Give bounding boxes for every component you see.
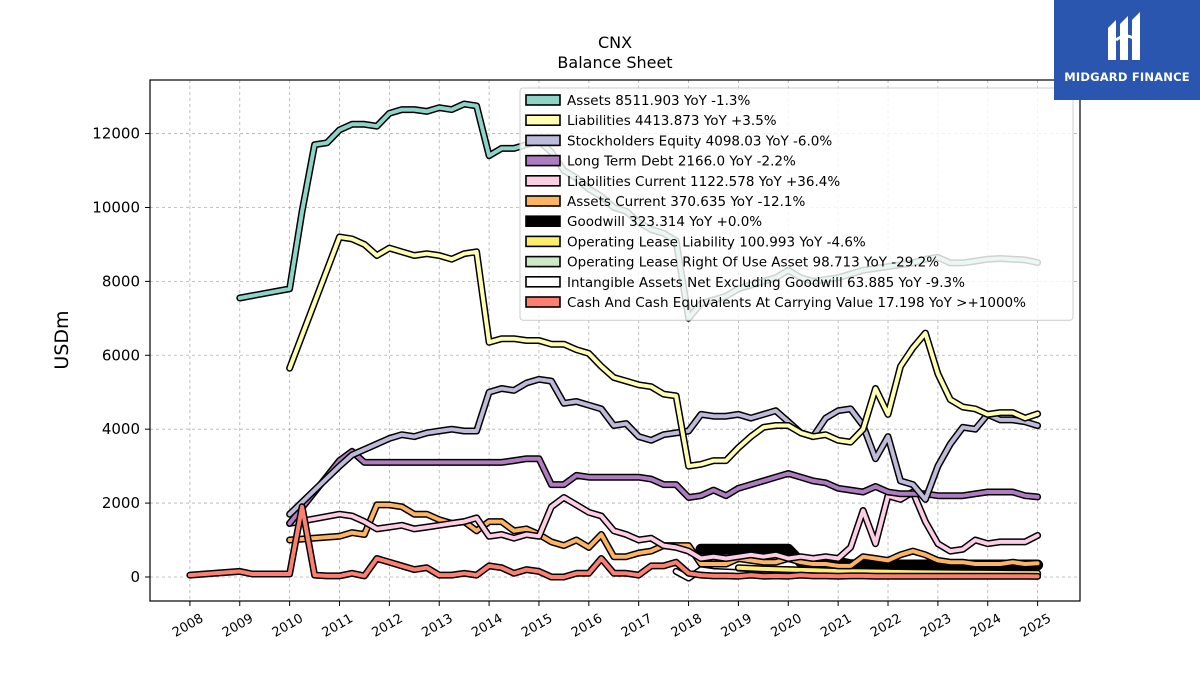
legend-swatch — [525, 134, 561, 147]
y-tick-label: 0 — [130, 568, 140, 586]
legend-swatch — [525, 114, 561, 126]
series-line — [287, 235, 1040, 469]
legend-box — [519, 87, 1074, 321]
legend-entry: Liabilities Current 1122.578 YoY +36.4% — [567, 174, 840, 190]
y-tick-label: 12000 — [92, 125, 140, 143]
legend-swatch — [525, 94, 561, 106]
series-line — [187, 504, 1040, 579]
legend-entry: Long Term Debt 2166.0 YoY -2.2% — [567, 154, 796, 170]
legend-entry: Intangible Assets Net Excluding Goodwill… — [567, 275, 965, 291]
legend-entry: Cash And Cash Equivalents At Carrying Va… — [567, 295, 1026, 311]
chart-title: CNX — [598, 33, 632, 52]
legend-entry: Liabilities 4413.873 YoY +3.5% — [567, 113, 777, 129]
legend-entry: Assets Current 370.635 YoY -12.1% — [567, 194, 806, 210]
plot-frame — [149, 79, 1081, 602]
midgard-finance-logo: MIDGARD FINANCE — [1054, 0, 1200, 100]
legend: Assets 8511.903 YoY -1.3% Liabilities 441… — [519, 87, 1074, 321]
legend-entry: Stockholders Equity 4098.03 YoY -6.0% — [567, 133, 832, 149]
y-tick-label: 4000 — [102, 420, 140, 438]
legend-swatch — [525, 275, 561, 288]
y-tick-label: 10000 — [92, 198, 140, 216]
legend-swatch — [525, 255, 561, 268]
y-tick-label: 6000 — [102, 346, 140, 364]
legend-entry: Operating Lease Liability 100.993 YoY -4… — [567, 234, 866, 250]
legend-swatch — [525, 235, 561, 248]
legend-swatch — [525, 195, 561, 207]
series-line — [287, 490, 1040, 561]
legend-entry: Assets 8511.903 YoY -1.3% — [567, 93, 751, 109]
legend-swatch — [525, 154, 561, 167]
legend-entry: Goodwill 323.314 YoY +0.0% — [567, 214, 762, 230]
series-liabilities — [286, 233, 1042, 470]
y-tick-label: 8000 — [102, 272, 140, 290]
logo-text: MIDGARD FINANCE — [1064, 70, 1190, 84]
legend-swatch — [525, 175, 561, 187]
series-cash-and-cash-equivalents-at-carrying-value — [186, 503, 1042, 581]
chart-subtitle: Balance Sheet — [557, 53, 672, 72]
y-axis-label: USDm — [51, 310, 73, 369]
legend-swatch — [525, 296, 561, 308]
y-tick-label: 2000 — [102, 494, 140, 512]
midgard-logo-icon — [1108, 12, 1140, 60]
series-liabilities-current — [286, 488, 1042, 562]
legend-swatch — [525, 215, 561, 227]
legend-entry: Operating Lease Right Of Use Asset 98.71… — [567, 255, 939, 271]
